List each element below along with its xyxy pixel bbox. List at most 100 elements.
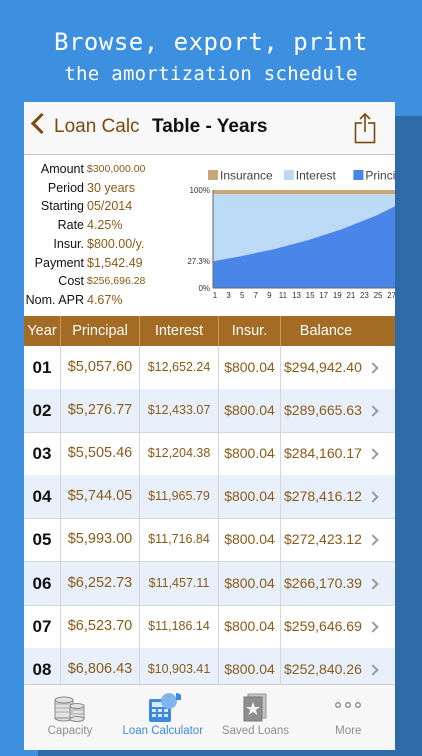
tab-loan-calculator[interactable]: Loan Calculator bbox=[117, 685, 209, 750]
back-button-label: Loan Calc bbox=[54, 116, 140, 137]
table-cell: $5,057.60 bbox=[61, 346, 140, 389]
summary-row: Period 30 years bbox=[24, 181, 184, 200]
x-tick-label: 7 bbox=[254, 291, 259, 300]
y-tick-label: 27.3% bbox=[187, 257, 210, 266]
table-row[interactable]: 02 $5,276.77 $12,433.07 $800.04 $289,665.63 bbox=[24, 389, 395, 434]
promo-line-2: the amortization schedule bbox=[64, 63, 358, 85]
table-cell: $5,276.77 bbox=[61, 389, 140, 433]
table-cell: $12,204.38 bbox=[140, 432, 219, 476]
table-cell: $284,160.17 bbox=[284, 445, 362, 462]
summary-value: $1,542.49 bbox=[87, 255, 143, 270]
column-header[interactable]: Insur. bbox=[219, 316, 281, 346]
navigation-bar: Loan Calc Table - Years bbox=[24, 102, 395, 155]
column-header[interactable]: Year bbox=[24, 316, 61, 346]
summary-value: $800.00/y. bbox=[87, 236, 145, 251]
table-cell: $800.04 bbox=[219, 647, 281, 691]
table-cell: $11,186.14 bbox=[140, 604, 219, 648]
table-cell: $5,993.00 bbox=[61, 518, 140, 562]
share-icon[interactable] bbox=[354, 112, 376, 144]
summary-value: 4.67% bbox=[87, 292, 123, 307]
table-cell: $11,457.11 bbox=[140, 561, 219, 605]
series-area-principal bbox=[213, 206, 395, 288]
x-tick-label: 3 bbox=[226, 291, 231, 300]
table-cell: $11,716.84 bbox=[140, 518, 219, 562]
table-cell: $289,665.63 bbox=[284, 402, 362, 419]
tab-label: Capacity bbox=[47, 725, 93, 737]
table-cell: $800.04 bbox=[219, 432, 281, 476]
tab-label: Saved Loans bbox=[221, 725, 290, 737]
legend-swatch bbox=[353, 170, 364, 180]
table-row[interactable]: 01 $5,057.60 $12,652.24 $800.04 $294,942.40 bbox=[24, 346, 395, 390]
summary-key: Nom. APR bbox=[25, 292, 84, 307]
table-cell: 01 bbox=[24, 346, 61, 389]
x-tick-label: 21 bbox=[346, 291, 355, 300]
summary-row: Nom. APR 4.67% bbox=[24, 293, 184, 312]
x-tick-label: 19 bbox=[333, 291, 342, 300]
table-cell: $10,903.41 bbox=[140, 647, 219, 691]
table-cell: $6,523.70 bbox=[61, 604, 140, 648]
table-row[interactable]: 07 $6,523.70 $11,186.14 $800.04 $259,646.69 bbox=[24, 604, 395, 649]
table-cell: $800.04 bbox=[219, 518, 281, 562]
x-tick-label: 17 bbox=[319, 291, 328, 300]
table-cell: 04 bbox=[24, 475, 61, 519]
summary-key: Insur. bbox=[53, 236, 84, 251]
table-cell: 08 bbox=[24, 647, 61, 691]
table-cell: $294,942.40 bbox=[284, 359, 362, 375]
table-row[interactable]: 04 $5,744.05 $11,965.79 $800.04 $278,416.12 bbox=[24, 475, 395, 520]
summary-key: Rate bbox=[57, 218, 84, 233]
table-cell: $800.04 bbox=[219, 475, 281, 519]
summary-value: 4.25% bbox=[87, 218, 123, 233]
tab-saved-loans[interactable]: Saved Loans bbox=[210, 685, 302, 750]
table-cell: $6,252.73 bbox=[61, 561, 140, 605]
table-cell: $6,806.43 bbox=[61, 647, 140, 691]
table-cell: $5,505.46 bbox=[61, 432, 140, 476]
table-row[interactable]: 05 $5,993.00 $11,716.84 $800.04 $272,423.12 bbox=[24, 518, 395, 563]
table-cell: $12,433.07 bbox=[140, 389, 219, 433]
x-tick-label: 1 bbox=[213, 291, 218, 300]
table-cell: $259,646.69 bbox=[284, 617, 362, 634]
table-cell: $800.04 bbox=[219, 561, 281, 605]
column-header[interactable]: Principal bbox=[61, 316, 140, 346]
page-title: Table - Years bbox=[152, 116, 268, 137]
summary-key: Payment bbox=[34, 255, 84, 270]
summary-key: Cost bbox=[58, 274, 84, 289]
table-cell: $12,652.24 bbox=[140, 346, 219, 389]
tab-bar: Capacity Loan Calculator Saved Loans More bbox=[24, 684, 395, 750]
table-cell: $800.04 bbox=[219, 389, 281, 433]
x-tick-label: 15 bbox=[306, 291, 315, 300]
x-tick-label: 11 bbox=[279, 291, 288, 300]
summary-row: Insur. $800.00/y. bbox=[24, 237, 184, 256]
summary-key: Period bbox=[47, 180, 84, 195]
summary-row: Payment $1,542.49 bbox=[24, 256, 184, 275]
summary-row: Starting 05/2014 bbox=[24, 199, 184, 218]
table-cell: 03 bbox=[24, 432, 61, 476]
table-cell: 05 bbox=[24, 518, 61, 562]
table-row[interactable]: 03 $5,505.46 $12,204.38 $800.04 $284,160.17 bbox=[24, 432, 395, 477]
table-cell: 06 bbox=[24, 561, 61, 605]
x-tick-label: 23 bbox=[360, 291, 369, 300]
device-screen: Loan Calc Table - Years Amount $300,000.0… bbox=[24, 102, 395, 750]
table-cell: $272,423.12 bbox=[284, 531, 362, 548]
legend-entry: Interest bbox=[296, 169, 337, 183]
table-row[interactable]: 06 $6,252.73 $11,457.11 $800.04 $266,170.39 bbox=[24, 561, 395, 606]
table-cell: $800.04 bbox=[219, 604, 281, 648]
column-header[interactable]: Interest bbox=[140, 316, 219, 346]
table-cell: $5,744.05 bbox=[61, 475, 140, 519]
summary-row: Amount $300,000.00 bbox=[24, 162, 184, 181]
tab-capacity[interactable]: Capacity bbox=[24, 685, 116, 750]
x-tick-label: 25 bbox=[374, 291, 383, 300]
legend-entry: Principal bbox=[365, 169, 395, 183]
table-header: Year Principal Interest Insur. Balance bbox=[24, 316, 395, 346]
table-cell: $278,416.12 bbox=[284, 488, 362, 505]
column-header[interactable]: Balance bbox=[299, 323, 353, 339]
table-cell: 02 bbox=[24, 389, 61, 433]
table-cell: $252,840.26 bbox=[284, 660, 362, 677]
x-tick-label: 13 bbox=[292, 291, 301, 300]
x-tick-label: 9 bbox=[267, 291, 272, 300]
table-cell: $800.04 bbox=[219, 346, 281, 389]
summary-value: $256,696.28 bbox=[87, 275, 146, 288]
series-area-insurance bbox=[213, 190, 395, 195]
table-cell: 07 bbox=[24, 604, 61, 648]
amortization-chart: InsuranceInterestPrincipal100%27.3%0%135… bbox=[187, 169, 395, 300]
tab-more[interactable]: More bbox=[302, 685, 394, 750]
